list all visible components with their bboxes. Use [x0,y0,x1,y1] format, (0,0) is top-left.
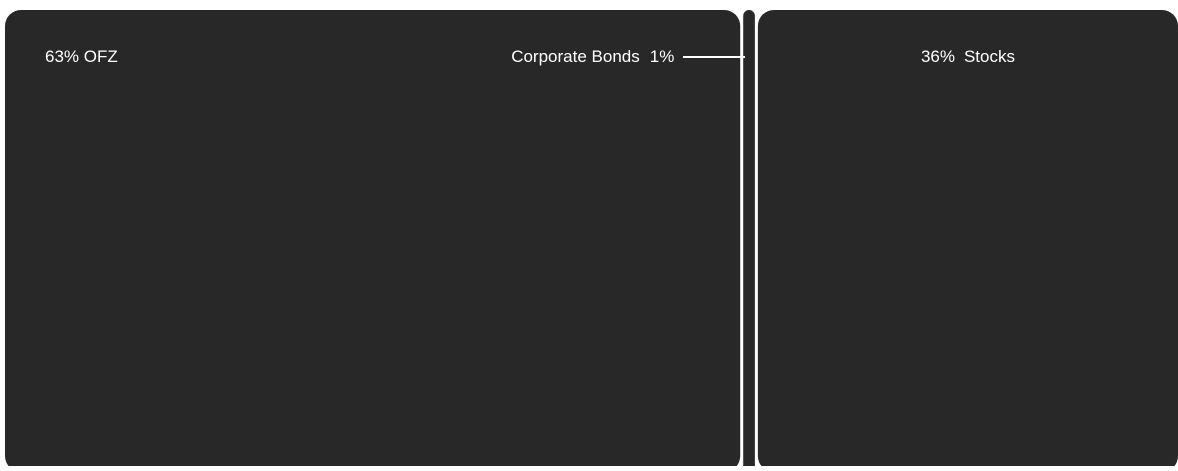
segment-label-ofz: 63% OFZ [45,47,118,66]
bar-segment-stocks [757,10,1178,471]
segment-label-corporate-bonds: Corporate Bonds 1% [511,47,746,67]
corporate-bonds-leader-line [683,56,746,58]
bar-segment-corporate-bonds [743,10,755,471]
bar-segment-ofz [5,10,741,471]
segment-label-stocks: 36% Stocks [921,47,1015,67]
stocks-value: 36% [920,47,955,66]
stocks-name: Stocks [963,47,1015,66]
corporate-bonds-name: Corporate Bonds [511,47,640,66]
corporate-bonds-value: 1% [649,47,675,66]
